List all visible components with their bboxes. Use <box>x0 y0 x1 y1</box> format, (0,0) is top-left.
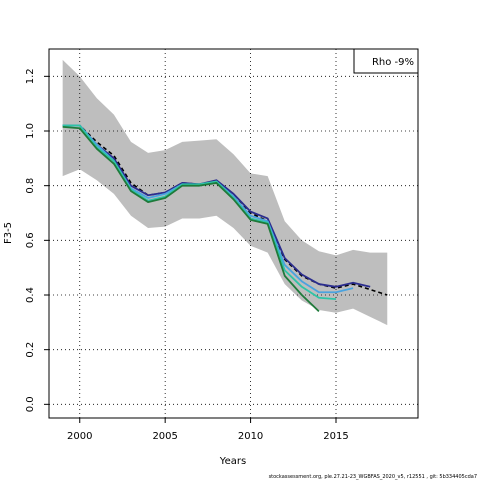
legend-box <box>353 48 419 74</box>
plot-frame <box>48 48 419 419</box>
confidence-band-layer <box>62 59 388 326</box>
footer-note: stockassessment.org, ple.27.21-23_WGBFAS… <box>269 474 477 480</box>
y-tick-label: 0.6 <box>25 232 36 248</box>
x-tick-label: 2005 <box>152 431 177 442</box>
y-tick-label: 0.8 <box>25 178 36 194</box>
legend: Rho -9% <box>353 48 419 74</box>
y-tick-label: 0.0 <box>25 396 36 412</box>
x-tick-label: 2000 <box>67 431 92 442</box>
series-line-2 <box>62 124 371 288</box>
grid-layer <box>49 49 418 418</box>
x-tick-label: 2015 <box>323 431 348 442</box>
y-axis-label: F3-5 <box>3 222 14 244</box>
x-axis-label: Years <box>219 456 246 467</box>
confidence-band <box>62 59 388 326</box>
y-tick-label: 0.4 <box>25 287 36 303</box>
y-tick-label: 1.0 <box>25 123 36 139</box>
legend-annotation: Rho -9% <box>372 57 414 68</box>
x-tick-label: 2010 <box>238 431 263 442</box>
y-tick-label: 1.2 <box>25 68 36 84</box>
axis-layer: 2000 2005 2010 2015 0.0 0.2 0.4 0.6 0.8 1.0 1.2 <box>25 68 349 442</box>
series-layer <box>62 124 388 313</box>
series-line-4 <box>62 124 337 300</box>
series-line-5 <box>62 126 320 313</box>
y-tick-label: 0.2 <box>25 342 36 358</box>
